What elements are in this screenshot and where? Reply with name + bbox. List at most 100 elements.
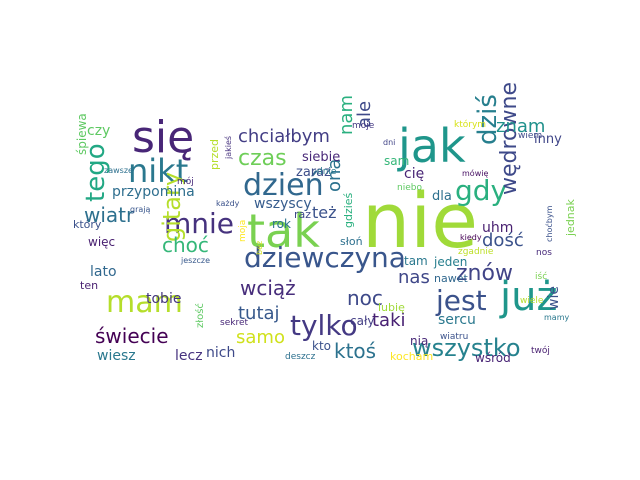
word-jednak: jednak	[564, 198, 577, 237]
word-zlosc: złość	[194, 303, 206, 328]
word-tobie: tobie	[146, 291, 181, 307]
word-mnie: mnie	[164, 207, 234, 240]
word-chcialbym: chciałbym	[238, 126, 330, 147]
word-samo: samo	[236, 327, 285, 348]
word-kto: kto	[312, 339, 331, 353]
word-bez: bez	[255, 241, 264, 255]
word-slon: słoń	[340, 235, 363, 248]
word-nie: nie	[362, 176, 478, 265]
word-ktos: ktoś	[334, 339, 376, 363]
word-dnie: dnie	[317, 167, 337, 177]
word-zaraz: zaraz	[296, 165, 331, 180]
word-zawsze: zawsze	[104, 166, 133, 175]
word-nawet: nawet	[434, 272, 468, 285]
word-czy: czy	[87, 123, 110, 139]
word-isc: iść	[535, 271, 547, 282]
word-dosc: dość	[482, 230, 524, 251]
word-dni: dni	[383, 138, 395, 147]
word-gdy: gdy	[455, 174, 507, 207]
word-twoj: twój	[531, 345, 550, 356]
word-nikt: nikt	[128, 152, 188, 190]
word-ktorym: którym	[454, 119, 486, 130]
word-uhm: uhm	[482, 220, 513, 236]
word-jeszcze: jeszcze	[180, 256, 210, 265]
word-dla: dla	[432, 189, 452, 204]
word-sam: sam	[384, 154, 409, 168]
word-chocbym: choćbym	[544, 205, 554, 242]
word-czas: czas	[238, 146, 287, 171]
word-tylko: tylko	[290, 309, 358, 342]
word-spiewa: śpiewa	[75, 113, 89, 155]
word-choc: choć	[162, 233, 209, 257]
word-wszyscy: wszyscy	[254, 196, 312, 212]
word-wiatr: wiatr	[84, 203, 135, 227]
word-mowie: mówię	[462, 168, 488, 178]
word-swiecie: świecie	[95, 324, 169, 348]
word-wiatru: wiatru	[440, 332, 468, 342]
word-wiec: więc	[88, 235, 115, 249]
word-wsrod: wśród	[475, 351, 511, 365]
word-tam: tam	[404, 254, 428, 268]
word-kocham: kocham	[390, 350, 433, 363]
word-wie: wie	[546, 286, 562, 310]
word-cie: cię	[404, 166, 424, 182]
word-moja: moja	[238, 220, 248, 242]
word-moj: mój	[177, 176, 194, 187]
word-nia: nią	[410, 334, 428, 348]
word-zgadnie: zgadnie	[458, 247, 494, 257]
word-przypomina: przypomina	[112, 184, 195, 200]
word-jakies: jakieś	[223, 136, 233, 160]
word-deszcz: deszcz	[285, 352, 316, 362]
word-moje: moje	[352, 121, 375, 131]
word-kiedy: kiedy	[460, 233, 482, 242]
word-tak: tak	[247, 204, 320, 258]
word-kazdy: każdy	[216, 199, 240, 208]
word-nich: nich	[206, 345, 235, 361]
word-lato: lato	[90, 264, 117, 280]
word-juz: już	[499, 274, 557, 320]
word-ktory: który	[73, 218, 102, 231]
word-taki: taki	[372, 310, 406, 331]
word-tego: tego	[81, 143, 111, 202]
word-raz: raz	[294, 208, 311, 221]
word-ona: ona	[324, 159, 345, 192]
word-noc: noc	[347, 286, 383, 310]
word-jak: jak	[397, 119, 466, 173]
word-siebie: siebie	[302, 150, 340, 165]
word-nas: nas	[398, 267, 430, 288]
word-lubie: lubię	[378, 301, 405, 314]
word-wciaz: wciąż	[240, 276, 296, 300]
word-niebo: niebo	[397, 183, 422, 193]
word-caly: cały	[350, 314, 374, 328]
word-rok: rok	[272, 217, 291, 231]
word-graja: grają	[130, 205, 150, 214]
word-mam: mam	[106, 285, 183, 320]
word-dziewczyna: dziewczyna	[244, 241, 406, 274]
word-tez: też	[312, 203, 337, 222]
word-jeden: jeden	[433, 255, 467, 269]
word-sercu: sercu	[438, 312, 476, 328]
word-nam: nam	[336, 95, 357, 135]
word-tutaj: tutaj	[238, 303, 280, 324]
word-wiele: wiele	[520, 296, 544, 306]
word-przed: przed	[208, 139, 221, 170]
word-znam: znam	[496, 116, 545, 137]
word-gitary: gitary	[158, 172, 186, 242]
word-sie: się	[132, 112, 194, 163]
word-ten: ten	[80, 279, 98, 292]
word-mamy: mamy	[544, 313, 569, 322]
word-ale: ale	[354, 101, 375, 128]
word-lecz: lecz	[175, 348, 203, 364]
word-inny: inny	[534, 132, 562, 147]
word-sekret: sekret	[220, 318, 248, 328]
word-nos: nos	[536, 248, 552, 258]
word-gdzies: gdzieś	[342, 192, 355, 228]
word-dzien: dzień	[243, 168, 324, 203]
word-wiesz: wiesz	[97, 348, 136, 364]
word-wedrowne: wędrowne	[497, 82, 522, 195]
word-dzis: dziś	[473, 94, 503, 145]
word-wiem: wiem	[518, 131, 542, 141]
word-wszystko: wszystko	[412, 334, 521, 362]
word-jest: jest	[435, 284, 487, 317]
